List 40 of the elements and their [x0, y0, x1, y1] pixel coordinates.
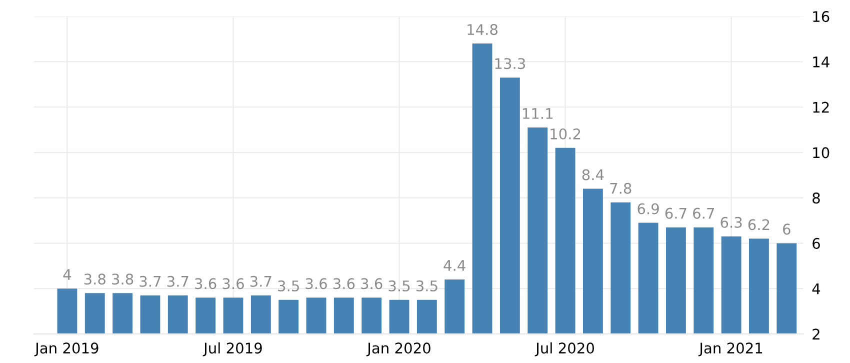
data-label: 14.8: [468, 24, 498, 36]
y-tick-label: 4: [812, 283, 820, 294]
data-label: 3.8: [112, 274, 134, 285]
y-tick-label: 2: [812, 328, 820, 340]
y-tick-label: 12: [813, 102, 829, 113]
data-label: 3.7: [167, 276, 188, 287]
data-label: 3.8: [84, 274, 106, 285]
data-label: 6: [783, 224, 790, 235]
x-tick-label: Jul 2019: [202, 342, 262, 356]
data-label: 3.5: [388, 280, 410, 292]
data-label: 3.6: [333, 278, 355, 290]
data-label: 13.3: [495, 58, 526, 70]
data-label: 4: [63, 269, 72, 280]
y-tick-label: 8: [812, 192, 820, 204]
data-label: 3.6: [195, 278, 216, 290]
data-label: 3.7: [140, 276, 161, 287]
y-tick-label: 6: [812, 238, 820, 249]
data-label: 7.8: [610, 182, 632, 194]
data-label: 10.2: [550, 128, 580, 140]
data-label: 6.7: [693, 208, 714, 219]
data-label: 3.5: [278, 280, 299, 292]
data-label: 3.5: [416, 280, 438, 292]
x-tick-label: Jan 2020: [366, 342, 430, 356]
y-tick-label: 16: [813, 11, 830, 22]
x-tick-label: Jan 2021: [698, 342, 762, 356]
data-label: 6.7: [665, 208, 686, 219]
y-tick-label: 10: [813, 147, 830, 158]
x-tick-label: Jan 2019: [34, 342, 98, 356]
y-tick-label: 14: [813, 56, 830, 68]
data-label: 3.6: [306, 278, 327, 290]
data-label: 6.2: [748, 219, 770, 230]
data-label: 6.9: [638, 203, 659, 214]
data-label: 3.6: [361, 278, 382, 290]
data-label: 3.7: [250, 276, 272, 287]
data-label: 6.3: [720, 216, 742, 228]
x-tick-label: Jul 2020: [534, 342, 594, 356]
data-label: 11.1: [522, 108, 552, 119]
data-label: 3.6: [222, 278, 244, 290]
data-label: 8.4: [582, 169, 604, 180]
data-label: 4.4: [444, 260, 466, 271]
